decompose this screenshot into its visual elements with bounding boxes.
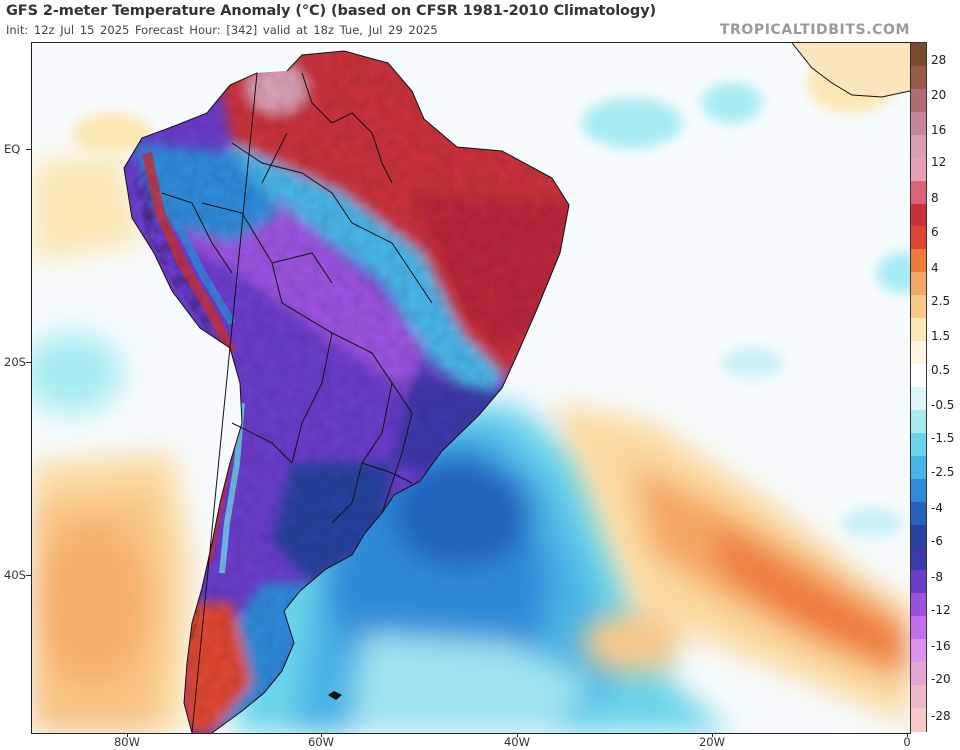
colorbar-label: 28 bbox=[931, 53, 947, 67]
colorbar-label: 0.5 bbox=[931, 363, 951, 377]
colorbar-segment bbox=[911, 341, 926, 365]
colorbar-segment bbox=[911, 708, 926, 732]
colorbar-segment bbox=[911, 547, 926, 572]
colorbar-segment bbox=[911, 662, 926, 686]
chart-title: GFS 2-meter Temperature Anomaly (°C) (ba… bbox=[6, 3, 657, 19]
colorbar-label: 20 bbox=[931, 88, 947, 102]
colorbar-segment bbox=[911, 318, 926, 342]
x-tick-40w bbox=[517, 733, 518, 737]
colorbar-segment bbox=[911, 43, 926, 67]
colorbar-segment bbox=[911, 88, 926, 113]
colorbar-segment bbox=[911, 111, 926, 136]
colorbar-segment bbox=[911, 157, 926, 182]
y-label-40s: 40S bbox=[4, 568, 26, 582]
colorbar-segment bbox=[911, 272, 926, 296]
x-label-60w: 60W bbox=[307, 735, 335, 749]
atlantic-warm-band bbox=[552, 403, 910, 723]
colorbar-label: 4 bbox=[931, 261, 939, 275]
colorbar-label: 1.5 bbox=[931, 329, 951, 343]
colorbar-label: -4 bbox=[931, 501, 943, 515]
colorbar-label: -1.5 bbox=[931, 431, 955, 445]
colorbar-label: 16 bbox=[931, 123, 947, 137]
colorbar-label: -28 bbox=[931, 709, 951, 723]
colorbar bbox=[910, 42, 927, 732]
colorbar-segment bbox=[911, 478, 926, 503]
y-tick-20s bbox=[26, 362, 31, 363]
colorbar-segment bbox=[911, 249, 926, 273]
colorbar-segment bbox=[911, 203, 926, 228]
x-tick-60w bbox=[321, 733, 322, 737]
colorbar-segment bbox=[911, 364, 926, 388]
colorbar-label: -12 bbox=[931, 603, 951, 617]
y-label-20s: 20S bbox=[4, 355, 26, 369]
colorbar-segment bbox=[911, 432, 926, 457]
colorbar-segment bbox=[911, 180, 926, 205]
colorbar-label: -16 bbox=[931, 639, 951, 653]
x-tick-20w bbox=[712, 733, 713, 737]
colorbar-segment bbox=[911, 501, 926, 526]
x-label-40w: 40W bbox=[503, 735, 531, 749]
colorbar-segment bbox=[911, 409, 926, 434]
pacific-warm-anomaly bbox=[32, 153, 192, 733]
anomaly-map bbox=[32, 43, 910, 733]
colorbar-segment bbox=[911, 295, 926, 319]
colorbar-label: -0.5 bbox=[931, 398, 955, 412]
country-borders bbox=[123, 50, 570, 733]
x-label-80w: 80W bbox=[113, 735, 141, 749]
colorbar-label: -2.5 bbox=[931, 465, 955, 479]
y-label-eq: EQ bbox=[4, 142, 21, 156]
map-panel bbox=[31, 42, 911, 734]
x-label-20w: 20W bbox=[698, 735, 726, 749]
y-tick-40s bbox=[26, 575, 31, 576]
chart-subtitle: Init: 12z Jul 15 2025 Forecast Hour: [34… bbox=[6, 23, 438, 37]
colorbar-label: -6 bbox=[931, 534, 943, 548]
colorbar-segment bbox=[911, 65, 926, 90]
colorbar-segment bbox=[911, 685, 926, 709]
colorbar-segment bbox=[911, 226, 926, 250]
y-tick-eq bbox=[26, 149, 31, 150]
brand-watermark: TROPICALTIDBITS.COM bbox=[719, 22, 910, 38]
colorbar-label: 2.5 bbox=[931, 294, 951, 308]
colorbar-segment bbox=[911, 134, 926, 159]
colorbar-label: -20 bbox=[931, 672, 951, 686]
x-tick-0 bbox=[907, 733, 908, 737]
x-tick-80w bbox=[127, 733, 128, 737]
colorbar-segment bbox=[911, 593, 926, 617]
colorbar-segment bbox=[911, 570, 926, 594]
colorbar-segment bbox=[911, 616, 926, 640]
colorbar-segment bbox=[911, 524, 926, 549]
colorbar-label: 8 bbox=[931, 191, 939, 205]
colorbar-segment bbox=[911, 387, 926, 411]
falkland-islands bbox=[328, 691, 342, 700]
colorbar-segment bbox=[911, 455, 926, 480]
africa-coast bbox=[791, 43, 910, 98]
colorbar-label: 6 bbox=[931, 225, 939, 239]
colorbar-label: -8 bbox=[931, 570, 943, 584]
colorbar-segment bbox=[911, 639, 926, 663]
colorbar-label: 12 bbox=[931, 155, 947, 169]
x-label-0: 0 bbox=[903, 735, 911, 749]
